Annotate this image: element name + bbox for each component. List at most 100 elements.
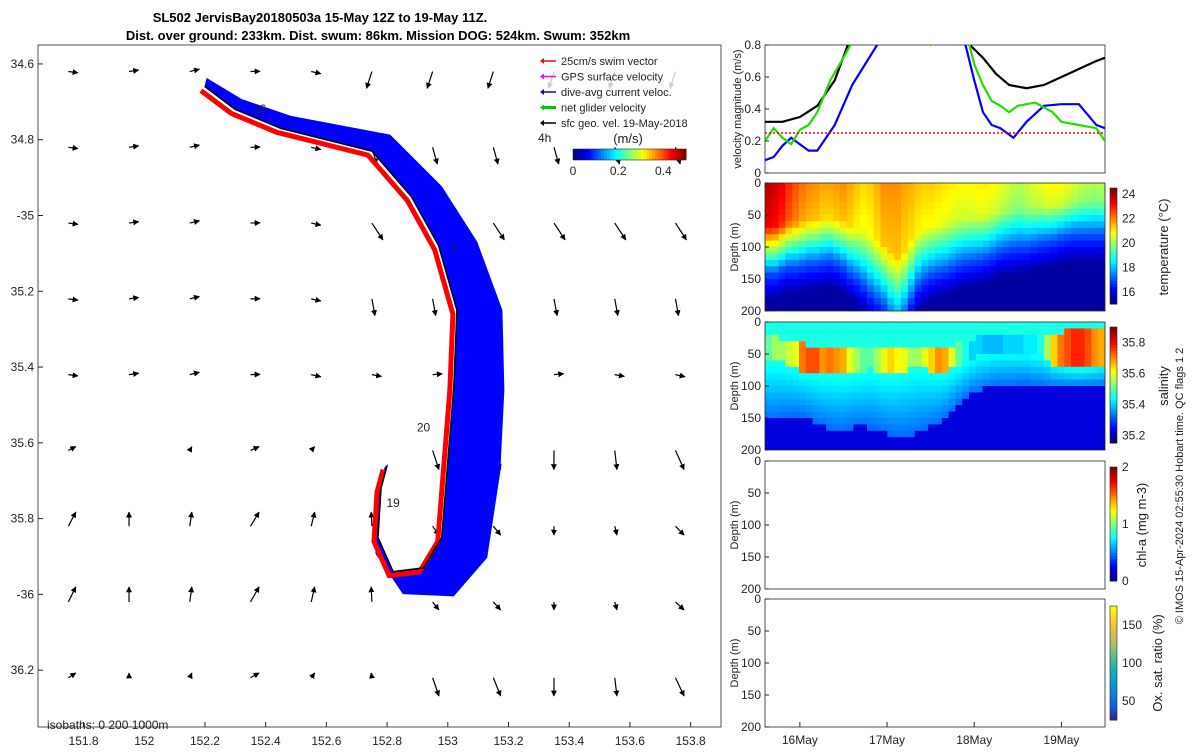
temperature-cell: [976, 266, 983, 273]
temperature-cell: [1091, 247, 1098, 254]
temperature-cell: [765, 292, 772, 299]
temperature-cell: [1098, 260, 1105, 267]
temperature-cell: [989, 253, 996, 260]
salinity-cell: [1057, 405, 1064, 412]
salinity-cell: [1078, 418, 1085, 425]
salinity-cell: [1030, 322, 1037, 329]
salinity-cell: [942, 341, 949, 348]
temperature-cell: [976, 209, 983, 216]
temperature-cell: [881, 273, 888, 280]
temperature-cell: [819, 202, 826, 209]
salinity-cell: [915, 335, 922, 342]
temperature-cell: [881, 279, 888, 286]
temperature-cell: [860, 285, 867, 292]
temperature-cell: [1085, 247, 1092, 254]
salinity-cell: [881, 373, 888, 380]
temperature-cell: [901, 189, 908, 196]
salinity-cell: [792, 386, 799, 393]
salinity-cell: [1010, 322, 1017, 329]
salinity-cell: [1037, 380, 1044, 387]
salinity-cell: [887, 360, 894, 367]
colorbar-segment: [1110, 327, 1117, 330]
colorbar-segment: [1110, 290, 1117, 293]
salinity-cell: [779, 380, 786, 387]
salinity-cell: [847, 437, 854, 444]
salinity-cell: [779, 392, 786, 399]
salinity-cell: [840, 360, 847, 367]
temperature-cell: [813, 305, 820, 312]
salinity-cell: [772, 399, 779, 406]
salinity-cell: [792, 437, 799, 444]
temperature-cell: [1037, 298, 1044, 305]
temperature-cell: [969, 189, 976, 196]
salinity-cell: [813, 328, 820, 335]
salinity-cell: [1037, 392, 1044, 399]
temperature-cell: [799, 234, 806, 241]
salinity-cell: [949, 348, 956, 355]
salinity-cell: [1044, 373, 1051, 380]
salinity-cell: [1051, 367, 1058, 374]
temperature-cell: [847, 279, 854, 286]
temperature-cell: [779, 215, 786, 222]
temperature-cell: [928, 285, 935, 292]
temperature-cell: [915, 189, 922, 196]
temperature-cell: [833, 189, 840, 196]
temperature-cell: [1017, 183, 1024, 190]
temperature-cell: [989, 215, 996, 222]
salinity-cell: [915, 431, 922, 438]
colorbar-tick-label: 100: [1122, 656, 1142, 670]
temperature-cell: [942, 189, 949, 196]
temperature-cell: [813, 253, 820, 260]
salinity-cell: [819, 328, 826, 335]
temperature-cell: [1064, 253, 1071, 260]
salinity-cell: [1078, 444, 1085, 451]
temperature-cell: [1098, 234, 1105, 241]
temperature-cell: [1010, 298, 1017, 305]
temperature-cell: [874, 241, 881, 248]
geostrophic-vector: [371, 673, 372, 678]
temperature-cell: [1017, 228, 1024, 235]
temperature-cell: [962, 260, 969, 267]
temperature-cell: [983, 273, 990, 280]
temperature-cell: [785, 221, 792, 228]
temperature-cell: [1071, 209, 1078, 216]
x-tick-label: 17May: [869, 733, 905, 747]
temperature-cell: [1064, 202, 1071, 209]
salinity-cell: [1017, 405, 1024, 412]
colorbar-segment: [1110, 391, 1117, 394]
temperature-cell: [826, 228, 833, 235]
colorbar-segment: [1110, 555, 1117, 558]
temperature-cell: [813, 298, 820, 305]
salinity-cell: [1078, 405, 1085, 412]
salinity-cell: [792, 354, 799, 361]
salinity-cell: [1057, 360, 1064, 367]
temperature-cell: [1037, 189, 1044, 196]
temperature-cell: [887, 209, 894, 216]
temperature-cell: [955, 260, 962, 267]
salinity-cell: [806, 412, 813, 419]
salinity-cell: [989, 392, 996, 399]
temperature-cell: [779, 234, 786, 241]
salinity-cell: [867, 392, 874, 399]
x-tick-label: 18May: [956, 733, 992, 747]
temperature-cell: [928, 196, 935, 203]
salinity-cell: [928, 348, 935, 355]
temperature-cell: [942, 215, 949, 222]
salinity-cell: [962, 380, 969, 387]
temperature-cell: [928, 273, 935, 280]
temperature-cell: [833, 273, 840, 280]
salinity-cell: [792, 373, 799, 380]
temperature-cell: [772, 196, 779, 203]
temperature-cell: [867, 196, 874, 203]
colorbar-tick-label: 2: [1122, 460, 1129, 474]
temperature-cell: [833, 298, 840, 305]
temperature-cell: [1057, 215, 1064, 222]
temperature-cell: [833, 285, 840, 292]
salinity-cell: [962, 431, 969, 438]
salinity-cell: [983, 386, 990, 393]
temperature-cell: [935, 285, 942, 292]
temperature-cell: [1071, 241, 1078, 248]
temperature-cell: [860, 305, 867, 312]
temperature-cell: [881, 247, 888, 254]
